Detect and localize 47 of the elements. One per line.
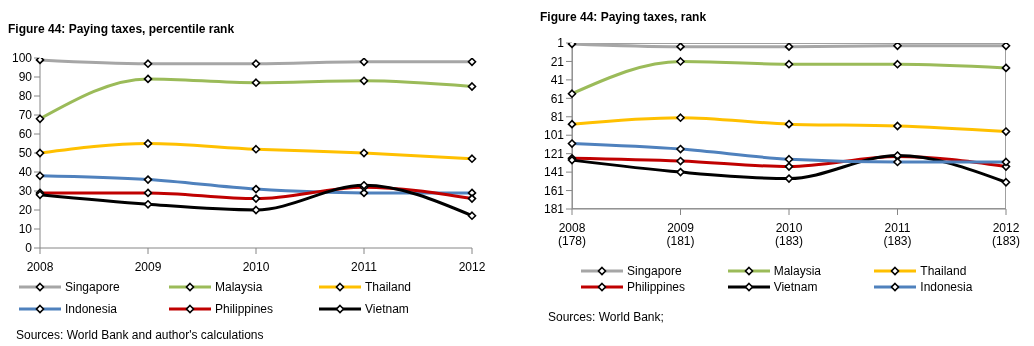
legend-label: Singapore [65,280,120,294]
y-tick-label: 50 [18,146,33,161]
x-tick-label: 2008 (178) [557,220,587,249]
x-tick-label: 2012 [458,259,486,274]
y-tick-label: 121 [543,146,565,161]
y-tick-label: 61 [550,91,565,106]
y-tick-label: 70 [18,108,33,123]
x-tick-label: 2010 (183) [774,220,804,249]
legend-label: Indonesia [65,302,118,316]
y-tick-label: 10 [18,222,33,237]
legend-label: Singapore [627,264,682,278]
y-tick-label: 90 [18,70,33,85]
x-tick-label: 2010 [242,259,270,274]
y-tick-label: 30 [18,184,33,199]
legend-label: Malaysia [773,264,822,278]
y-tick-label: 80 [18,89,33,104]
legend-label: Malaysia [215,280,263,294]
legend-label: Thailand [365,280,412,294]
x-tick-label: 2011 [351,259,378,274]
y-tick-label: 161 [543,183,565,198]
x-tick-label: 2009 (181) [666,220,695,249]
y-tick-label: 1 [557,36,565,51]
chart-title: Figure 44: Paying taxes, rank [540,10,707,24]
y-tick-label: 81 [550,110,565,125]
legend-label: Philippines [215,302,274,316]
y-tick-label: 181 [543,202,565,217]
y-tick-label: 40 [18,165,33,180]
x-tick-label: 2012 (183) [991,220,1021,249]
legend-label: Thailand [920,264,967,278]
y-tick-label: 101 [543,128,565,143]
y-tick-label: 20 [18,203,33,218]
y-tick-label: 0 [25,241,33,256]
y-tick-label: 141 [543,165,565,180]
source-note: Sources: World Bank and author's calculations [16,328,264,342]
x-tick-label: 2008 [26,259,54,274]
y-tick-label: 60 [18,127,33,142]
legend-label: Vietnam [365,302,409,316]
y-tick-label: 41 [550,73,565,88]
source-note: Sources: World Bank; [548,310,664,324]
y-tick-label: 21 [550,54,565,69]
legend-label: Vietnam [773,280,818,294]
x-tick-label: 2009 [134,259,162,274]
legend-label: Philippines [627,280,686,294]
y-tick-label: 100 [11,51,33,66]
x-tick-label: 2011 (183) [883,220,912,249]
chart-title: Figure 44: Paying taxes, percentile rank [8,22,235,36]
legend-label: Indonesia [920,280,973,294]
